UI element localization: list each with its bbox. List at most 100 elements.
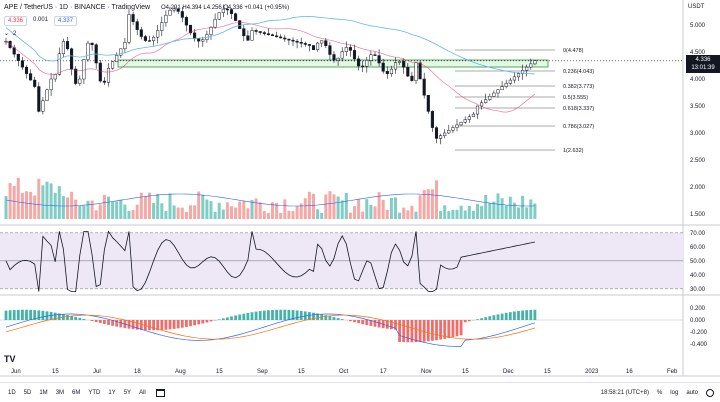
candle-body — [336, 57, 340, 61]
candle-body — [20, 60, 24, 68]
candle-body — [102, 80, 106, 83]
candle-body — [344, 47, 348, 52]
volume-bar — [344, 192, 348, 219]
volume-bar — [57, 186, 61, 219]
volume-bar — [533, 203, 537, 219]
candle-body — [316, 42, 320, 50]
candle-body — [533, 60, 537, 65]
macd-histogram-bar — [221, 318, 225, 320]
rsi-tick-label: 60.00 — [690, 245, 706, 251]
range-button-all[interactable]: All — [139, 389, 146, 396]
price-tick-label: 5.000 — [690, 23, 706, 29]
candle-body — [131, 14, 135, 22]
macd-histogram-bar — [525, 310, 529, 320]
auto-toggle[interactable]: auto — [686, 390, 698, 396]
volume-bar — [328, 191, 332, 219]
macd-histogram-bar — [98, 320, 102, 324]
macd-histogram-bar — [66, 315, 69, 320]
range-button-ytd[interactable]: YTD — [88, 389, 101, 396]
chart-canvas[interactable]: 5.000 4.500 4.000 3.500 3.000 2.500 2.000 1.500… — [0, 0, 720, 382]
macd-histogram-bar — [53, 312, 57, 320]
macd-histogram-bar — [295, 310, 299, 320]
candle-body — [250, 30, 254, 41]
calendar-icon[interactable] — [155, 388, 165, 397]
candle-body — [270, 34, 275, 37]
range-button-5d[interactable]: 5D — [23, 389, 32, 396]
candle-body — [340, 51, 344, 59]
macd-histogram-bar — [246, 312, 250, 320]
macd-histogram-bar — [201, 320, 205, 324]
macd-histogram-bar — [209, 320, 213, 322]
range-button-1m[interactable]: 1M — [39, 389, 48, 396]
time-axis-label: 15 — [462, 369, 469, 375]
gear-icon[interactable] — [706, 389, 714, 397]
clock-label[interactable]: 18:58:21 (UTC+8) — [600, 390, 649, 396]
macd-histogram-bar — [533, 309, 537, 320]
macd-histogram-bar — [279, 309, 283, 320]
macd-histogram-bar — [275, 309, 278, 320]
macd-histogram-bar — [496, 314, 500, 320]
macd-histogram-bar — [135, 320, 139, 330]
indicators-count: 2 — [13, 30, 17, 37]
symbol-title[interactable]: APE / TetherUS · 1D · BINANCE · TradingV… — [4, 4, 151, 11]
volume-bar — [180, 207, 184, 219]
time-axis-label: Jun — [11, 369, 21, 375]
macd-histogram-bar — [119, 320, 123, 328]
candle-body — [410, 75, 414, 81]
volume-bar — [353, 206, 356, 219]
volume-bar — [467, 205, 471, 219]
candle-body — [299, 42, 303, 44]
bar-countdown: 13:01:39 — [691, 65, 715, 71]
volume-bar — [295, 206, 299, 219]
macd-histogram-bar — [90, 320, 94, 322]
volume-bar — [381, 199, 385, 219]
range-buttons: 1D 5D 1M 3M 6M YTD 1Y 5Y All — [4, 390, 150, 396]
price-tick-label: 3.000 — [690, 131, 706, 137]
candle-body — [254, 30, 258, 32]
range-button-1y[interactable]: 1Y — [108, 389, 116, 396]
volume-bar — [143, 196, 147, 219]
time-axis-label: 2023 — [585, 369, 599, 375]
bottom-right-controls: 18:58:21 (UTC+8) % log auto — [601, 389, 714, 397]
log-toggle[interactable]: log — [670, 390, 679, 396]
currency-label[interactable]: USDT — [688, 4, 705, 10]
macd-tick-label: 0.000 — [690, 318, 706, 324]
buy-price-button[interactable]: 4.337 — [54, 16, 78, 26]
volume-bar — [189, 205, 192, 219]
volume-bar — [205, 199, 209, 219]
candle-body — [434, 127, 439, 139]
volume-bar — [193, 205, 197, 219]
volume-bar — [529, 199, 533, 219]
volume-bar — [70, 191, 74, 219]
macd-histogram-bar — [254, 311, 258, 320]
macd-histogram-bar — [340, 319, 344, 320]
chevron-down-icon[interactable]: ⌄ — [4, 31, 10, 37]
candle-body — [373, 54, 377, 56]
sell-price-button[interactable]: 4.336 — [4, 16, 28, 26]
candle-body — [123, 42, 127, 50]
macd-histogram-bar — [226, 317, 229, 320]
range-button-6m[interactable]: 6M — [72, 389, 81, 396]
macd-histogram-bar — [365, 320, 369, 326]
volume-bar — [164, 211, 168, 219]
macd-histogram-bar — [78, 317, 82, 320]
range-button-5y[interactable]: 5Y — [123, 389, 132, 396]
volume-bar — [201, 195, 205, 219]
candle-body — [217, 12, 221, 20]
percent-toggle[interactable]: % — [656, 390, 663, 396]
macd-histogram-bar — [484, 317, 488, 320]
candle-body — [180, 11, 184, 18]
indicators-toggle[interactable]: ⌄ 2 — [4, 30, 17, 38]
volume-bar — [463, 210, 467, 219]
range-button-1d[interactable]: 1D — [8, 389, 16, 396]
macd-histogram-bar — [49, 311, 53, 320]
last-price: 4.336 — [695, 57, 711, 63]
volume-bar — [82, 205, 86, 219]
tradingview-logo[interactable]: TV — [4, 354, 16, 364]
macd-histogram-bar — [385, 320, 389, 329]
macd-histogram-bar — [267, 310, 270, 320]
range-button-3m[interactable]: 3M — [55, 389, 65, 396]
macd-histogram-bar — [439, 320, 442, 340]
macd-histogram-bar — [336, 318, 340, 320]
